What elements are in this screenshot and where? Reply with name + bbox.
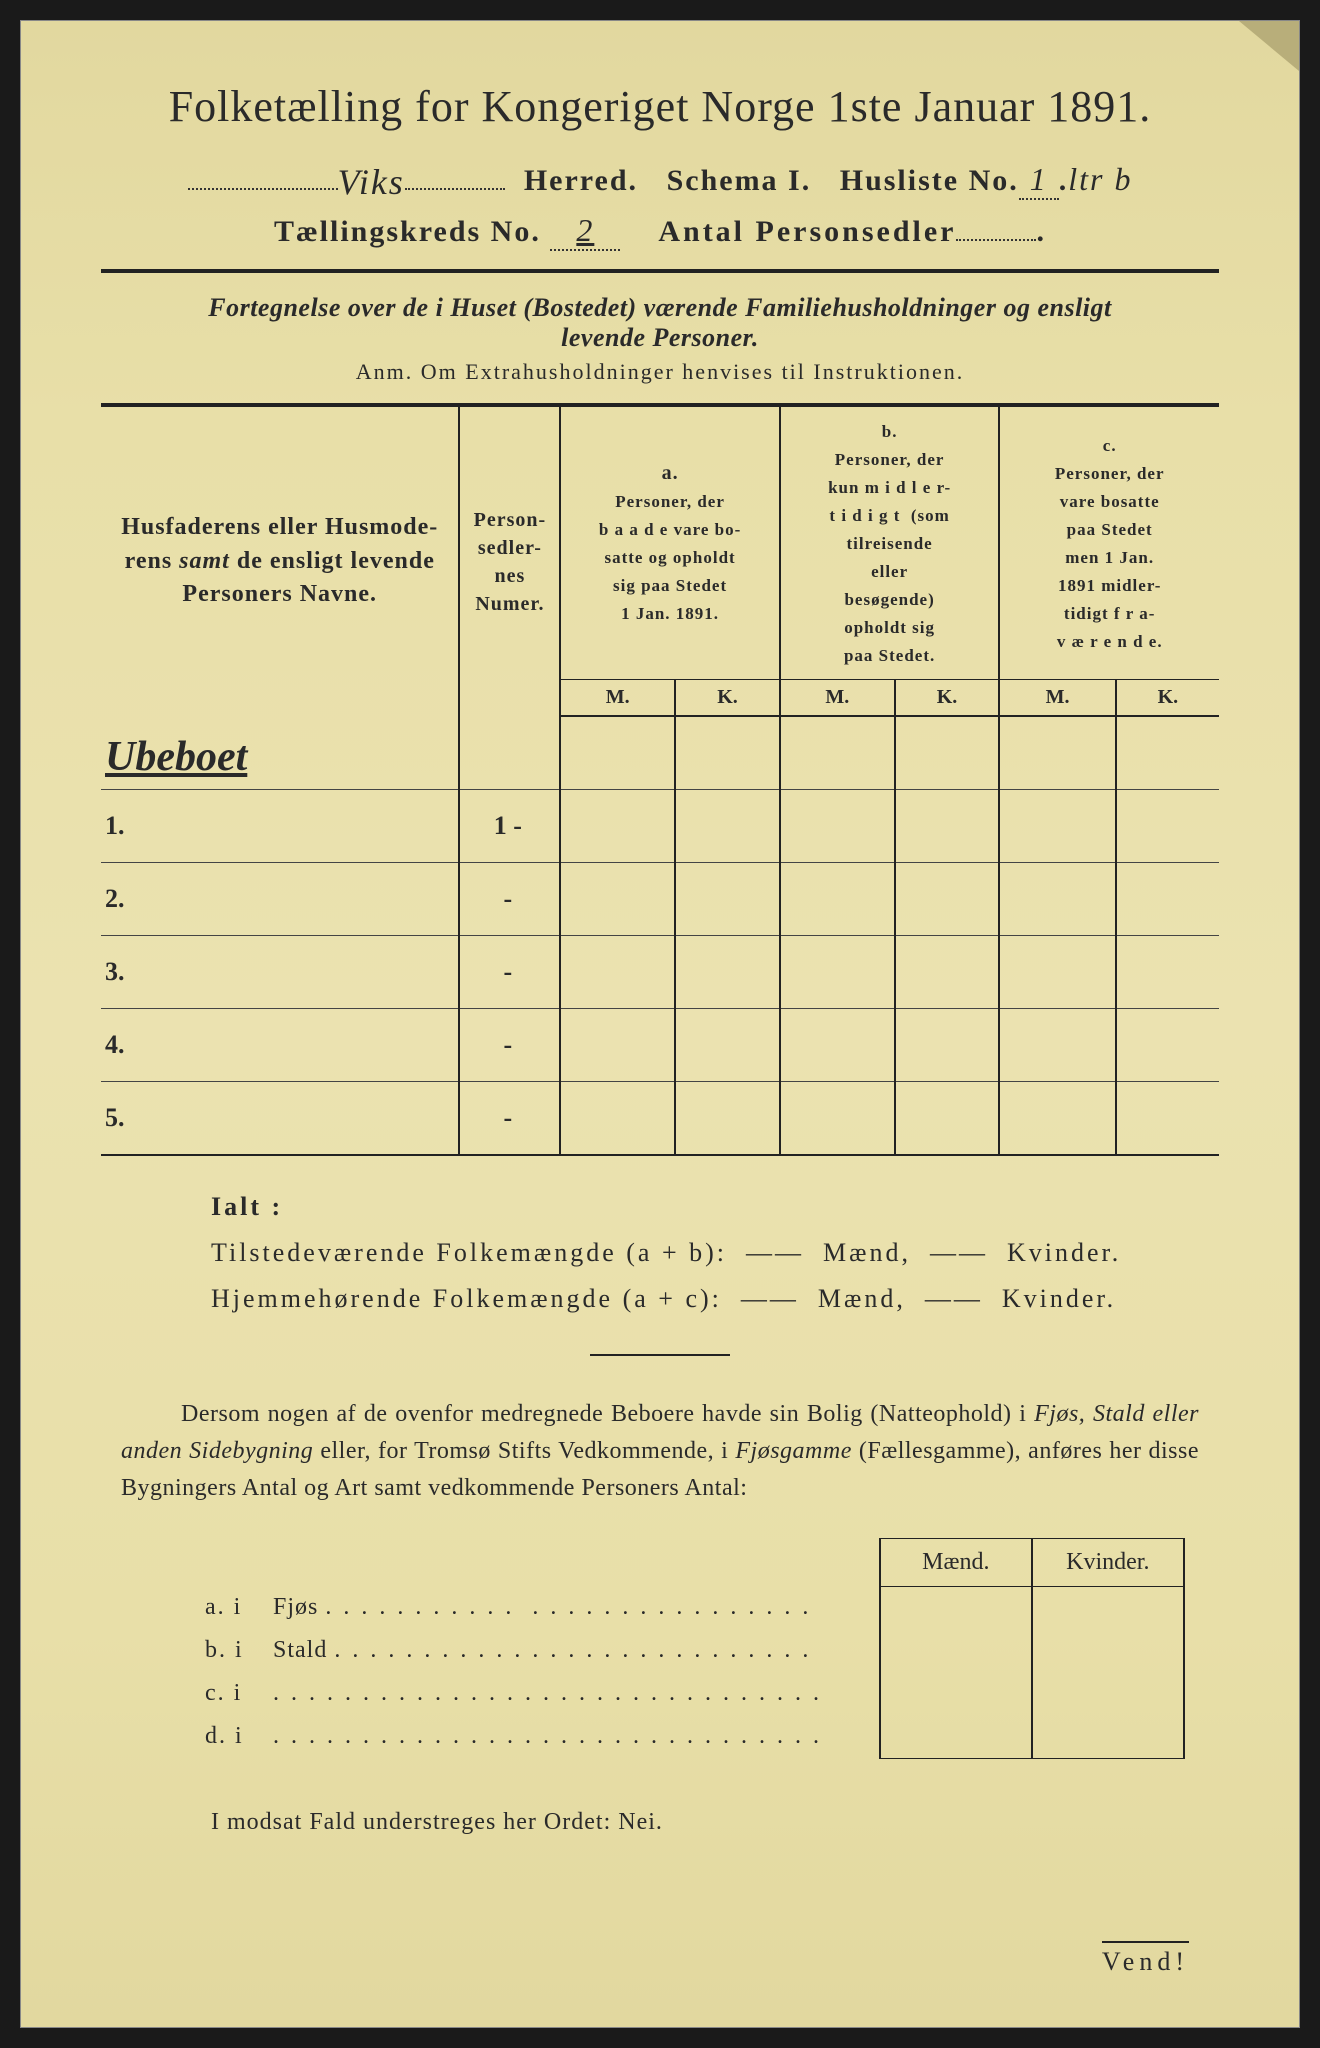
ialt-2-m: Mænd, xyxy=(818,1284,906,1313)
mk-row-a-label: a. i xyxy=(201,1586,269,1629)
cell-empty xyxy=(560,716,675,790)
col-head-numer: Person-sedler-nesNumer. xyxy=(459,405,560,716)
mk-row-d-name: . . . . . . . . . . . . . . . . . . . . … xyxy=(269,1715,880,1758)
mk-c-m: M. xyxy=(999,680,1115,717)
kreds-fill: 2 xyxy=(550,212,620,251)
cell-empty xyxy=(999,716,1115,790)
num-2: - xyxy=(459,863,560,936)
cell-empty xyxy=(459,716,560,790)
mk-cell xyxy=(880,1629,1032,1672)
bottom-paragraph: Dersom nogen af de ovenfor medregnede Be… xyxy=(121,1396,1199,1508)
mk-head-m: Mænd. xyxy=(880,1538,1032,1586)
ialt-1-text: Tilstedeværende Folkemængde (a + b): xyxy=(211,1238,727,1267)
num-4: - xyxy=(459,1009,560,1082)
herred-label: Herred. xyxy=(524,164,638,197)
mk-b-k: K. xyxy=(895,680,1000,717)
mk-cell xyxy=(880,1672,1032,1715)
mk-cell xyxy=(1032,1715,1184,1758)
short-rule xyxy=(590,1354,730,1356)
mk-row-c-name: . . . . . . . . . . . . . . . . . . . . … xyxy=(269,1672,880,1715)
herred-fill-right xyxy=(405,188,505,190)
col-head-a: a. Personer, derb a a d e vare bo-satte … xyxy=(560,405,780,680)
subtitle-l2: levende Personer. xyxy=(561,323,759,352)
page-title: Folketælling for Kongeriget Norge 1ste J… xyxy=(101,81,1219,132)
mk-cell xyxy=(880,1715,1032,1758)
mk-cell xyxy=(880,1586,1032,1629)
num-3: - xyxy=(459,936,560,1009)
ialt-1-k: Kvinder. xyxy=(1007,1238,1121,1267)
header-line-2: Tællingskreds No. 2 Antal Personsedler. xyxy=(101,212,1219,251)
col-a-text: Personer, derb a a d e vare bo-satte og … xyxy=(599,492,741,623)
mk-row-b-label: b. i xyxy=(201,1629,269,1672)
mk-cell xyxy=(1032,1672,1184,1715)
header-line-1: Viks Herred. Schema I. Husliste No.1.ltr… xyxy=(101,157,1219,200)
cell-empty xyxy=(895,716,1000,790)
row-3: 3. xyxy=(101,936,459,1009)
col-head-c: c.Personer, dervare bosattepaa Stedetmen… xyxy=(999,405,1219,680)
antal-label: Antal Personsedler xyxy=(658,215,956,248)
subtitle: Fortegnelse over de i Huset (Bostedet) v… xyxy=(101,293,1219,353)
ialt-line-1: Tilstedeværende Folkemængde (a + b): —— … xyxy=(211,1238,1219,1268)
ialt-2-k: Kvinder. xyxy=(1002,1284,1116,1313)
num-1: 1 - xyxy=(459,790,560,863)
mk-c-k: K. xyxy=(1116,680,1219,717)
mk-row-c-label: c. i xyxy=(201,1672,269,1715)
cell-empty xyxy=(1116,716,1219,790)
nei-line: I modsat Fald understreges her Ordet: Ne… xyxy=(211,1809,1219,1836)
cell-empty xyxy=(675,716,780,790)
rule-1 xyxy=(101,269,1219,273)
main-table: Husfaderens eller Husmode-rens samt de e… xyxy=(101,403,1219,1156)
kreds-hw: 2 xyxy=(576,212,594,248)
row-5: 5. xyxy=(101,1082,459,1156)
col-head-names: Husfaderens eller Husmode-rens samt de e… xyxy=(101,405,459,716)
anm-note: Anm. Om Extrahusholdninger henvises til … xyxy=(101,359,1219,385)
cell-empty xyxy=(780,716,895,790)
mk-b-m: M. xyxy=(780,680,895,717)
col-a-letter: a. xyxy=(662,462,679,484)
row-4: 4. xyxy=(101,1009,459,1082)
mk-table: Mænd. Kvinder. a. i Fjøs . . . . . . . .… xyxy=(201,1538,1185,1759)
vend-label: Vend! xyxy=(1102,1941,1189,1977)
antal-fill xyxy=(956,239,1036,241)
mk-row-a-name: Fjøs . . . . . . . . . . . . . . . . . .… xyxy=(269,1586,880,1629)
ialt-label: Ialt : xyxy=(211,1192,1219,1222)
kreds-label: Tællingskreds No. xyxy=(274,215,541,248)
mk-row-b-name: Stald . . . . . . . . . . . . . . . . . … xyxy=(269,1629,880,1672)
num-5: - xyxy=(459,1082,560,1156)
husliste-hw: 1 xyxy=(1030,161,1048,197)
ubeboet-hw: Ubeboet xyxy=(105,733,247,781)
mk-a-k: K. xyxy=(675,680,780,717)
col-c-text: c.Personer, dervare bosattepaa Stedetmen… xyxy=(1055,436,1165,651)
ialt-2-text: Hjemmehørende Folkemængde (a + c): xyxy=(211,1284,722,1313)
col-head-b: b.Personer, derkun m i d l e r-t i d i g… xyxy=(780,405,1000,680)
ialt-line-2: Hjemmehørende Folkemængde (a + c): —— Mæ… xyxy=(211,1284,1219,1314)
herred-fill-left xyxy=(188,188,338,190)
row-1: 1. xyxy=(101,790,459,863)
mk-a-m: M. xyxy=(560,680,675,717)
subtitle-l1: Fortegnelse over de i Huset (Bostedet) v… xyxy=(208,293,1112,322)
col-b-text: b.Personer, derkun m i d l e r-t i d i g… xyxy=(828,422,951,665)
mk-row-d-label: d. i xyxy=(201,1715,269,1758)
page-fold xyxy=(1239,21,1299,71)
mk-cell xyxy=(1032,1629,1184,1672)
row-hw: Ubeboet xyxy=(101,716,459,790)
husliste-suffix-hw: ltr b xyxy=(1068,161,1132,197)
ialt-section: Ialt : Tilstedeværende Folkemængde (a + … xyxy=(211,1192,1219,1314)
mk-head-k: Kvinder. xyxy=(1032,1538,1184,1586)
schema-label: Schema I. xyxy=(667,164,812,197)
ialt-1-m: Mænd, xyxy=(823,1238,911,1267)
herred-handwritten: Viks xyxy=(338,161,405,203)
husliste-fill: 1 xyxy=(1019,161,1059,200)
census-form-page: Folketælling for Kongeriget Norge 1ste J… xyxy=(20,20,1300,2028)
husliste-label: Husliste No. xyxy=(840,164,1019,197)
row-2: 2. xyxy=(101,863,459,936)
mk-cell xyxy=(1032,1586,1184,1629)
